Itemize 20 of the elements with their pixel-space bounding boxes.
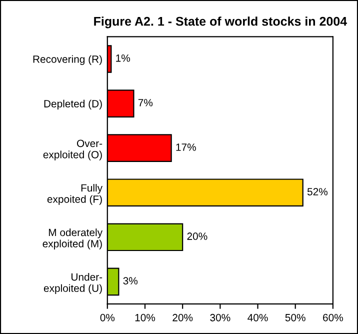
y-tick-label: Fully expoited (F) bbox=[47, 184, 103, 205]
x-tick-label: 10% bbox=[135, 314, 156, 322]
x-tick-label: 60% bbox=[323, 314, 343, 322]
x-tick-label: 30% bbox=[210, 314, 230, 322]
y-tick-label: M oderately exploited (M) bbox=[42, 228, 103, 250]
y-tick-label: Recovering (R) bbox=[33, 55, 102, 65]
x-tick-label: 50% bbox=[285, 314, 306, 322]
data-label: 52% bbox=[307, 188, 328, 196]
data-label: 17% bbox=[176, 144, 196, 151]
y-tick-label: Under- exploited (U) bbox=[44, 273, 102, 294]
data-label: 1% bbox=[116, 54, 130, 62]
chart-title: Figure A2. 1 - State of world stocks in 2004 bbox=[94, 16, 347, 28]
data-label: 20% bbox=[187, 232, 208, 240]
data-label: 3% bbox=[123, 277, 138, 284]
data-label: 7% bbox=[138, 99, 153, 106]
x-tick-label: 20% bbox=[172, 314, 193, 322]
y-tick-label: Over- exploited (O) bbox=[43, 140, 102, 160]
x-tick-label: 40% bbox=[248, 314, 268, 322]
y-tick-label: Depleted (D) bbox=[44, 100, 102, 110]
x-tick-label: 0% bbox=[100, 314, 115, 322]
